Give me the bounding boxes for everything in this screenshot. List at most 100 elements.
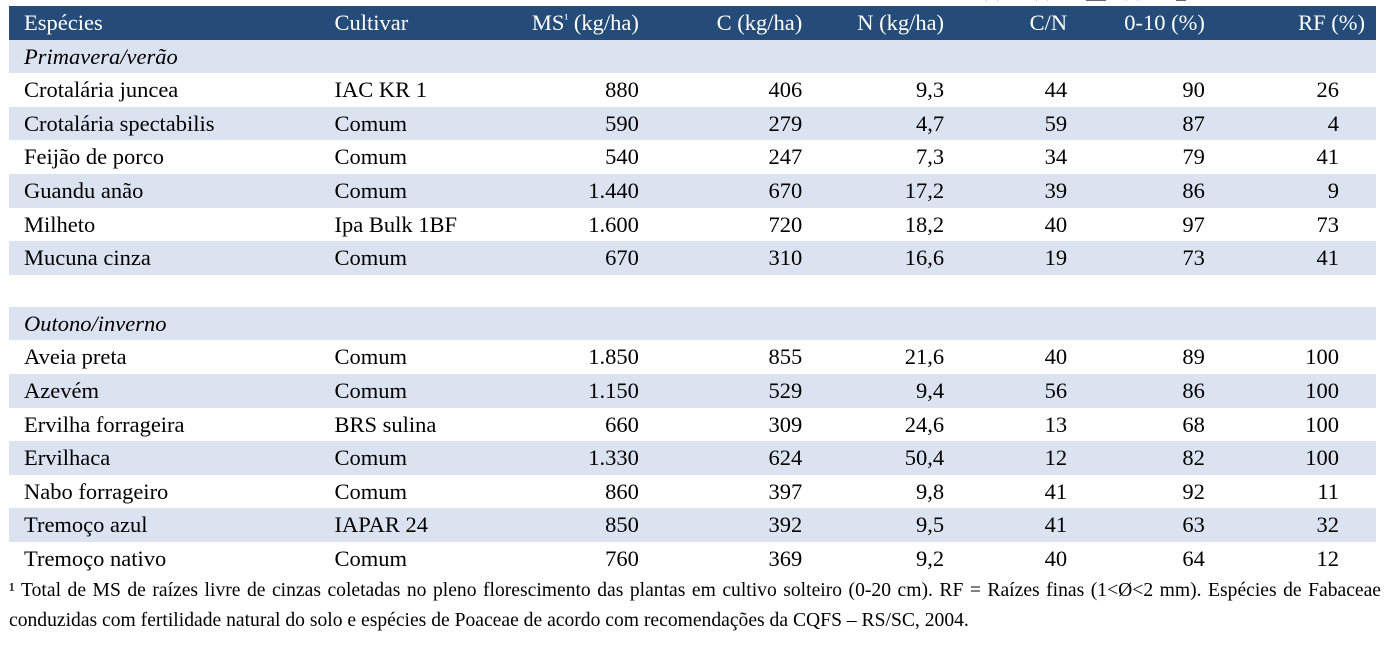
cell-0-10: 89 (1182, 344, 1205, 370)
table-footnote: ¹ Total de MS de raízes livre de cinzas … (9, 576, 1381, 636)
section-header-row: Primavera/verão (9, 39, 1376, 74)
cell-c: 369 (768, 545, 803, 571)
cn-value: 40 (1044, 545, 1068, 571)
cell-ms: 880 (605, 77, 639, 103)
cell-c: 397 (768, 478, 803, 504)
section-title: Primavera/verão (24, 43, 178, 69)
table-row: Ervilhaca Comum 1.330 624 50,4 12 82 100 (9, 441, 1376, 475)
cell-ms: 1.850 (588, 344, 639, 370)
table-row: Azevém Comum 1.150 529 9,4 56 86 100 (9, 373, 1376, 408)
table-row: Tremoço azul IAPAR 24 850 392 9,5 41 63 32 (9, 508, 1376, 542)
cell-rf: 73 (1316, 211, 1340, 237)
cell-ms: 1.330 (588, 445, 639, 471)
cell-ms: 1.600 (588, 211, 639, 237)
cell-cultivar: Comum (334, 110, 407, 136)
ms-unit: (kg/ha) (568, 10, 639, 35)
cell-cultivar: Comum (334, 545, 407, 571)
cell-0-10: 86 (1182, 177, 1205, 203)
cell-especie: Tremoço nativo (24, 545, 167, 571)
table-row: Tremoço nativo Comum 760 369 9,2 40 64 12 (9, 541, 1376, 576)
cell-c: 406 (768, 77, 803, 103)
cell-n: 7,3 (915, 144, 945, 170)
cn-value: 12 (1044, 445, 1068, 471)
cn-value: 13 (1044, 411, 1068, 437)
cell-c: 392 (768, 512, 803, 538)
cell-c: 720 (768, 211, 803, 237)
footnote-mark: ¹ (9, 580, 15, 601)
table-row: Crotalária juncea IAC KR 1 880 406 9,3 44 90 26 (9, 73, 1376, 107)
clipped-text-fragment (986, 0, 1186, 1)
cell-cultivar: Comum (334, 344, 407, 370)
cell-cn: 40 (944, 542, 1068, 576)
cell-especie: Ervilhaca (24, 445, 111, 471)
cell-rf: 4 (1327, 110, 1339, 136)
cell-cultivar: Comum (334, 377, 407, 403)
cell-c: 670 (768, 177, 803, 203)
table-header-row: Espécies Cultivar MS¹ (kg/ha) C (kg/ha) … (9, 6, 1376, 40)
cell-cultivar: Comum (334, 177, 407, 203)
col-header-c: C (kg/ha) (716, 10, 803, 35)
cell-rf: 41 (1316, 245, 1340, 271)
cell-c: 855 (768, 344, 803, 370)
table-row: Guandu anão Comum 1.440 670 17,2 39 86 9 (9, 173, 1376, 208)
cell-rf: 100 (1305, 445, 1339, 471)
cell-0-10: 68 (1182, 411, 1205, 437)
cell-rf: 100 (1305, 411, 1339, 437)
cell-0-10: 87 (1182, 110, 1205, 136)
cell-c: 624 (768, 445, 803, 471)
cell-especie: Crotalária spectabilis (24, 110, 215, 136)
cell-n: 9,8 (915, 478, 945, 504)
footnote-text: Total de MS de raízes livre de cinzas co… (9, 580, 1381, 631)
cell-rf: 32 (1316, 512, 1340, 538)
cell-cultivar: Ipa Bulk 1BF (334, 211, 457, 237)
cell-n: 24,6 (904, 411, 945, 437)
cn-label: C/N (1029, 10, 1068, 35)
cell-cultivar: Comum (334, 144, 407, 170)
cell-rf: 100 (1305, 377, 1339, 403)
cell-rf: 12 (1316, 545, 1340, 571)
cell-cultivar: IAPAR 24 (334, 512, 429, 538)
cell-ms: 660 (605, 411, 639, 437)
cell-n: 4,7 (915, 110, 945, 136)
cell-c: 309 (768, 411, 803, 437)
table-row: Mucuna cinza Comum 670 310 16,6 19 73 41 (9, 241, 1376, 275)
cell-rf: 100 (1305, 344, 1339, 370)
ms-footnote-mark: ¹ (564, 11, 569, 26)
ms-label: MS (531, 10, 565, 35)
cell-ms: 590 (605, 110, 639, 136)
cell-c: 529 (768, 377, 803, 403)
cell-especie: Guandu anão (24, 177, 144, 203)
cn-value: 59 (1044, 110, 1068, 136)
col-header-cn: C/N (944, 6, 1068, 40)
section-title: Outono/inverno (24, 310, 167, 336)
cell-rf: 26 (1316, 77, 1340, 103)
cell-n: 17,2 (904, 177, 945, 203)
cell-especie: Feijão de porco (24, 144, 164, 170)
table-row: Aveia preta Comum 1.850 855 21,6 40 89 100 (9, 340, 1376, 374)
cell-especie: Crotalária juncea (24, 77, 179, 103)
cell-n: 9,3 (915, 77, 945, 103)
cell-especie: Mucuna cinza (24, 245, 151, 271)
cell-especie: Azevém (24, 377, 99, 403)
table-row: Feijão de porco Comum 540 247 7,3 34 79 41 (9, 140, 1376, 174)
table-row: Crotalária spectabilis Comum 590 279 4,7 59 87… (9, 106, 1376, 141)
cell-0-10: 90 (1182, 77, 1205, 103)
cn-value: 40 (1044, 211, 1068, 237)
cell-cn: 39 (944, 174, 1068, 208)
cell-0-10: 92 (1182, 478, 1205, 504)
cell-cultivar: BRS sulina (334, 411, 437, 437)
col-header-cultivar: Cultivar (334, 10, 409, 35)
cn-value: 34 (1044, 144, 1068, 170)
cn-value: 41 (1044, 478, 1068, 504)
cell-0-10: 79 (1182, 144, 1205, 170)
cell-rf: 11 (1317, 478, 1339, 504)
cell-cn: 12 (944, 441, 1068, 475)
cell-especie: Tremoço azul (24, 512, 148, 538)
cell-cn: 44 (944, 73, 1068, 107)
cell-cn: 19 (944, 241, 1068, 275)
cn-value: 40 (1044, 344, 1068, 370)
cell-0-10: 64 (1182, 545, 1205, 571)
cell-cn: 40 (944, 208, 1068, 242)
cell-cn: 56 (944, 374, 1068, 408)
cell-cn: 34 (944, 140, 1068, 174)
